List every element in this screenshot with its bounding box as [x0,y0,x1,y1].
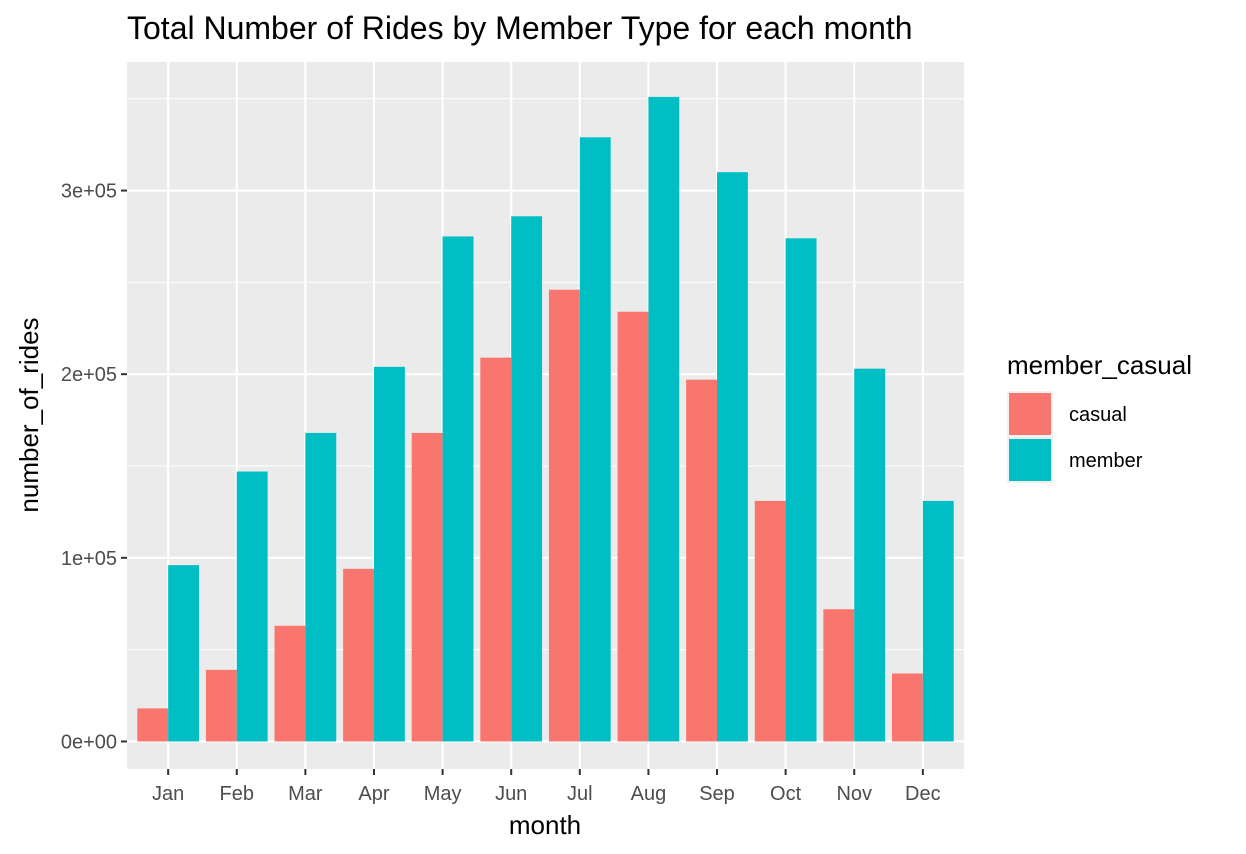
bars [137,96,954,742]
legend: member_casual casual member [1007,350,1192,483]
bar-member-jan [168,565,200,742]
bar-member-jun [511,216,543,742]
x-tick-label: Feb [220,783,254,805]
x-tick-label: Dec [905,783,941,805]
x-axis: Jan Feb Mar Apr May Jun Jul Aug Sep Oct Nov Dec [152,769,941,805]
bar-member-oct [785,238,817,742]
bar-member-apr [373,366,405,742]
bar-casual-may [411,432,443,742]
x-tick-label: Jun [495,783,527,805]
legend-label-member: member [1069,450,1143,472]
y-axis-title: number_of_rides [14,317,44,512]
y-tick-label: 1e+05 [61,548,117,570]
x-tick-label: Jul [567,783,593,805]
bar-member-dec [922,500,954,742]
chart-title: Total Number of Rides by Member Type for… [127,10,913,46]
x-tick-label: Sep [699,783,735,805]
bar-member-feb [236,471,268,742]
bar-casual-aug [617,311,649,742]
bar-member-may [442,236,474,742]
bar-casual-feb [205,669,237,742]
bar-casual-dec [891,673,923,742]
y-axis: 0e+00 1e+05 2e+05 3e+05 [61,181,127,753]
bar-casual-sep [686,379,718,742]
x-tick-label: Nov [836,783,872,805]
x-tick-label: May [424,783,462,805]
x-tick-label: Apr [358,783,389,805]
bar-member-mar [305,432,337,742]
legend-swatch-casual [1009,393,1051,435]
y-tick-label: 0e+00 [61,731,117,753]
bar-casual-apr [343,568,374,742]
bar-member-jul [579,137,611,742]
bar-member-aug [648,96,680,742]
y-tick-label: 3e+05 [61,181,117,203]
legend-swatch-member [1009,439,1051,481]
legend-title: member_casual [1007,350,1192,380]
y-tick-label: 2e+05 [61,364,117,386]
x-tick-label: Mar [288,783,323,805]
bar-casual-jun [480,357,512,742]
bar-casual-mar [274,625,306,742]
bar-casual-jul [548,289,580,742]
bar-member-nov [854,368,886,742]
legend-label-casual: casual [1069,404,1127,426]
bar-member-sep [717,172,748,742]
x-tick-label: Oct [770,783,802,805]
x-tick-label: Jan [152,783,184,805]
bar-casual-jan [137,708,169,742]
x-tick-label: Aug [631,783,667,805]
bar-casual-nov [823,609,855,742]
x-axis-title: month [509,810,581,840]
bar-casual-oct [754,500,786,742]
